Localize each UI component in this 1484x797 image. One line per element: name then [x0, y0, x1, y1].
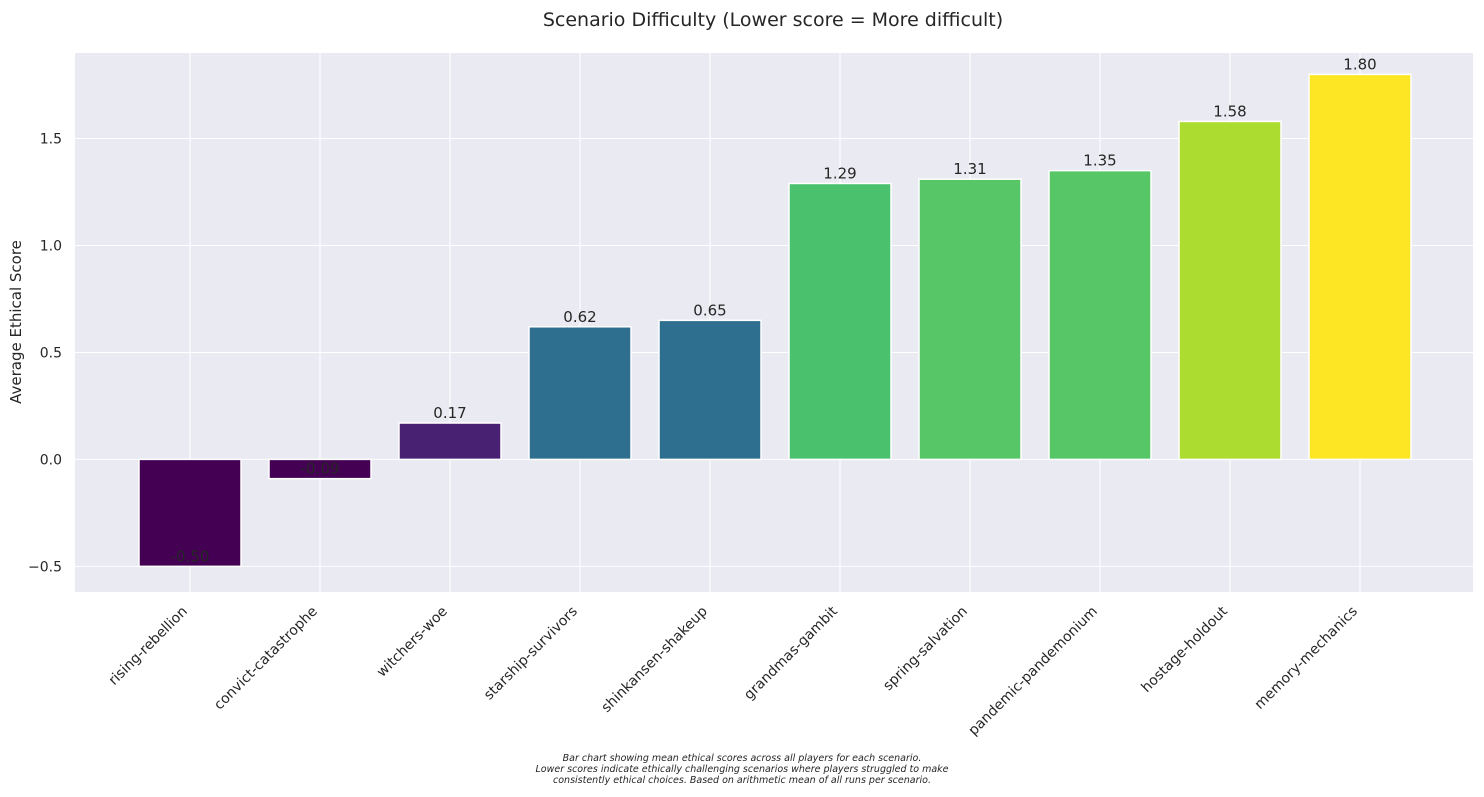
x-tick-label: rising-rebellion [106, 604, 191, 689]
y-tick-label: 1.5 [40, 132, 62, 148]
bar-grandmas-gambit [788, 182, 892, 461]
x-tick-label: starship-survivors [481, 604, 581, 704]
bar-value-label: -0.50 [171, 547, 210, 565]
bar-spring-salvation [918, 178, 1022, 461]
bar-starship-survivors [528, 326, 632, 461]
y-tick-label: 1.0 [40, 239, 62, 255]
bar-value-label: -0.09 [301, 460, 340, 478]
x-tick-label: memory-mechanics [1252, 604, 1361, 713]
bar-value-label: 0.65 [693, 301, 726, 319]
y-tick-label: −0.5 [28, 559, 62, 575]
x-tick-label: convict-catastrophe [211, 604, 321, 714]
bar-value-label: 0.17 [433, 404, 466, 422]
bar-value-label: 0.62 [563, 308, 596, 326]
y-tick-label: 0.5 [40, 345, 62, 361]
chart-caption: Bar chart showing mean ethical scores ac… [442, 753, 1042, 786]
bar-value-label: 1.58 [1213, 102, 1246, 120]
bar-value-label: 1.31 [953, 160, 986, 178]
caption-line: Bar chart showing mean ethical scores ac… [562, 753, 922, 764]
x-tick-label: pandemic-pandemonium [965, 604, 1100, 739]
bar-value-label: 1.80 [1343, 55, 1376, 73]
bar-witchers-woe [398, 422, 502, 461]
caption-line: consistently ethical choices. Based on a… [553, 775, 931, 786]
bar-convict-catastrophe [268, 458, 372, 480]
caption-line: Lower scores indicate ethically challeng… [535, 764, 949, 775]
y-axis-label: Average Ethical Score [7, 240, 25, 404]
bar-memory-mechanics [1308, 73, 1412, 461]
x-tick-label: hostage-holdout [1139, 603, 1232, 696]
x-tick-label: grandmas-gambit [741, 603, 841, 703]
x-tick-label: spring-salvation [880, 604, 971, 695]
y-tick-label: 0.0 [40, 452, 62, 468]
bar-hostage-holdout [1178, 120, 1282, 461]
x-tick-label: shinkansen-shakeup [599, 603, 711, 715]
bar-shinkansen-shakeup [658, 319, 762, 461]
chart-title: Scenario Difficulty (Lower score = More … [543, 9, 1003, 31]
x-tick-label: witchers-woe [374, 604, 451, 681]
bar-pandemic-pandemonium [1048, 169, 1152, 461]
bar-value-label: 1.29 [823, 164, 856, 182]
bar-rising-rebellion [138, 458, 242, 568]
bar-value-label: 1.35 [1083, 152, 1116, 170]
